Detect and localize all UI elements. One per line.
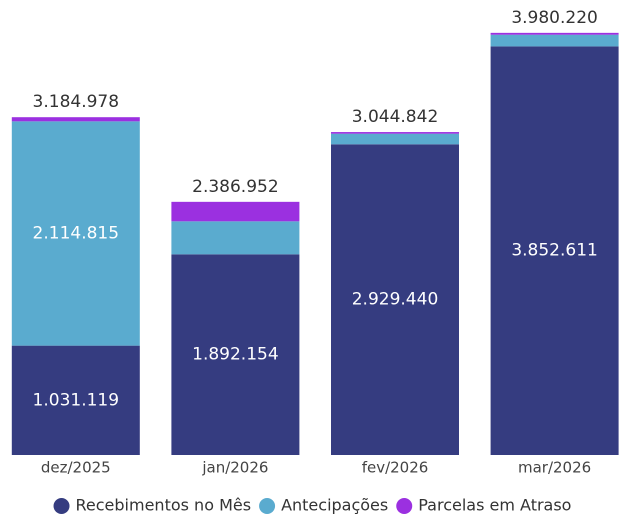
- total-label: 3.044.842: [352, 107, 439, 127]
- legend-marker: [259, 498, 276, 514]
- total-label: 3.980.220: [511, 8, 598, 28]
- legend-label: Antecipações: [281, 496, 388, 515]
- legend-label: Parcelas em Atraso: [418, 496, 571, 515]
- bar-segment: [490, 34, 619, 47]
- bar-segment: [11, 345, 140, 455]
- data-label: 3.852.611: [511, 241, 598, 261]
- bar-segment: [171, 201, 300, 222]
- data-label: 1.031.119: [33, 390, 120, 410]
- data-label: 2.929.440: [352, 290, 439, 310]
- bar-segment: [171, 221, 300, 255]
- x-tick-label: jan/2026: [201, 459, 268, 477]
- bar-segment: [171, 254, 300, 455]
- legend-label: Recebimentos no Mês: [76, 496, 252, 515]
- bar-segment: [490, 32, 619, 35]
- bar-segment: [331, 133, 459, 145]
- total-label: 2.386.952: [192, 177, 279, 197]
- total-label: 3.184.978: [33, 92, 120, 112]
- x-tick-label: mar/2026: [518, 459, 591, 477]
- legend-marker: [53, 498, 70, 514]
- x-tick-label: dez/2025: [41, 459, 111, 477]
- data-label: 1.892.154: [192, 345, 279, 365]
- data-label: 2.114.815: [33, 223, 120, 243]
- bar-segment: [331, 144, 459, 455]
- bar-segment: [11, 121, 140, 346]
- bar-segment: [331, 132, 459, 134]
- bar-segment: [490, 46, 619, 456]
- x-tick-label: fev/2026: [362, 459, 429, 477]
- legend-marker: [396, 498, 413, 514]
- bar-segment: [11, 117, 140, 122]
